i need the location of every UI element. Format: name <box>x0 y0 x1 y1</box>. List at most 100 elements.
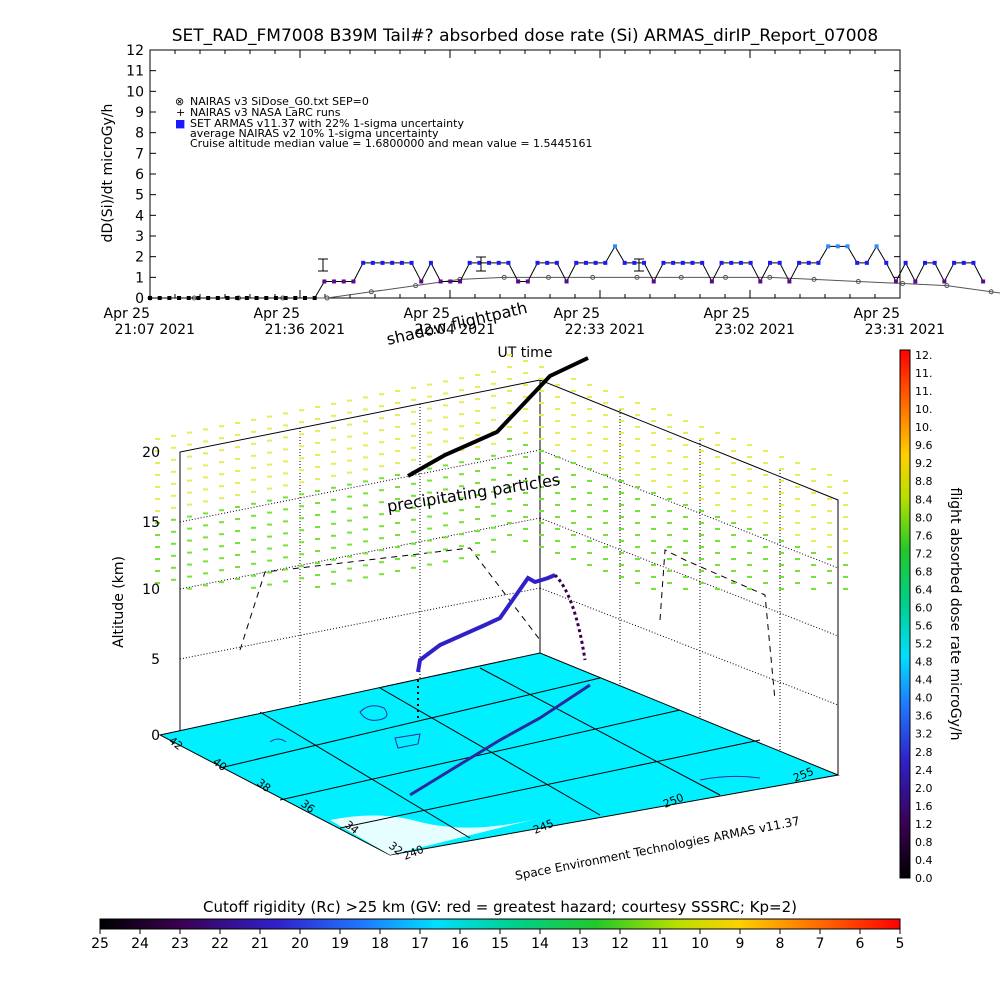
armas-point <box>244 296 249 300</box>
dose-colorbar-tick-label: 4.0 <box>915 692 933 705</box>
armas-point <box>961 260 966 265</box>
error-bar <box>318 258 328 272</box>
armas-point <box>341 279 346 284</box>
dose-colorbar-tick-label: 6.0 <box>915 601 933 614</box>
altitude-tick-label: 20 <box>142 445 160 461</box>
cutoff-colorbar-tick-label: 22 <box>211 936 229 952</box>
armas-point <box>215 296 220 300</box>
nairas-point <box>900 281 906 287</box>
cutoff-colorbar-tick-label: 7 <box>816 936 825 952</box>
armas-point <box>651 279 656 284</box>
dose-colorbar-tick-label: 10. <box>915 403 933 416</box>
armas-point <box>399 260 404 265</box>
wall-projection-right <box>659 549 776 701</box>
dose-colorbar-tick-label: 11. <box>915 367 933 380</box>
armas-line <box>150 245 984 299</box>
cutoff-colorbar-tick-label: 24 <box>131 936 149 952</box>
armas-point <box>864 260 869 265</box>
armas-point <box>419 279 424 284</box>
dose-colorbar-tick-label: 8.8 <box>915 475 933 488</box>
altitude-axis-label: Altitude (km) <box>111 556 127 648</box>
dose-colorbar-bar <box>899 349 911 879</box>
dose-x-tick-label: 23:02 2021 <box>715 322 795 338</box>
armas-point <box>709 279 714 284</box>
dose-y-tick-label: 7 <box>135 146 144 162</box>
dose-colorbar-tick-label: 0.8 <box>915 836 933 849</box>
ocean-region <box>330 815 540 855</box>
dose-colorbar-tick-label: 7.6 <box>915 529 933 542</box>
flight-track-3d <box>416 573 587 720</box>
dose-x-tick-label: 21:36 2021 <box>265 322 345 338</box>
dose-colorbar-tick-label: 5.2 <box>915 638 933 651</box>
armas-point <box>806 260 811 265</box>
ground-shadow-track <box>409 683 591 797</box>
cutoff-colorbar-tick-label: 25 <box>91 936 109 952</box>
dose-colorbar-label: flight absorbed dose rate microGy/h <box>947 488 963 741</box>
dose-colorbar-tick-label: 1.6 <box>915 800 933 813</box>
cutoff-colorbar-tick-label: 17 <box>411 936 429 952</box>
nairas-point <box>368 289 374 295</box>
shadow-flightpath-line <box>407 356 589 478</box>
dose-colorbar-tick-label: 4.8 <box>915 656 933 669</box>
armas-point <box>254 296 259 300</box>
armas-point <box>186 296 191 300</box>
dose-plot-frame <box>149 49 901 299</box>
cutoff-colorbar-tick-label: 8 <box>776 936 785 952</box>
armas-point <box>952 260 957 265</box>
altitude-tick-label: 10 <box>142 582 160 598</box>
dose-y-tick-label: 1 <box>135 270 144 286</box>
precipitating-particles-field <box>155 354 848 590</box>
cutoff-colorbar-tick-label: 11 <box>651 936 669 952</box>
armas-point <box>642 260 647 265</box>
cutoff-colorbar-ticks: 25 24 23 22 21 20 19 18 17 16 15 14 13 12 11 10 9 8 7 6 5 <box>91 929 904 952</box>
dose-y-tick-label: 6 <box>135 167 144 183</box>
nairas-point <box>988 289 994 295</box>
chart-title: SET_RAD_FM7008 B39M Tail#? absorbed dose… <box>172 26 879 46</box>
nairas-point <box>678 274 684 280</box>
armas-point <box>428 260 433 265</box>
armas-point <box>332 279 337 284</box>
dose-colorbar-tick-label: 8.4 <box>915 493 933 506</box>
dose-colorbar-tick-label: 7.2 <box>915 547 933 560</box>
armas-point <box>583 260 588 265</box>
error-bar <box>476 256 486 272</box>
armas-point <box>661 260 666 265</box>
altitude-tick-label: 0 <box>151 728 160 744</box>
dose-y-tick-label: 8 <box>135 126 144 142</box>
dose-y-tick-label: 9 <box>135 105 144 121</box>
legend: ⊗ NAIRAS v3 SiDose_G0.txt SEP=0 + NAIRAS… <box>175 95 593 150</box>
armas-point <box>632 260 637 265</box>
armas-point <box>719 260 724 265</box>
cutoff-colorbar-tick-label: 13 <box>571 936 589 952</box>
cutoff-colorbar-tick-label: 18 <box>371 936 389 952</box>
altitude-tick-label: 5 <box>151 652 160 668</box>
armas-point <box>893 279 898 284</box>
dose-colorbar-tick-label: 2.8 <box>915 746 933 759</box>
dose-colorbar-tick-label: 6.4 <box>915 583 933 596</box>
flight-track-line <box>416 573 556 673</box>
dose-x-tick-label: 22:33 2021 <box>565 322 645 338</box>
armas-point <box>312 296 317 300</box>
legend-marker-larc: + <box>176 106 185 119</box>
legend-item-cruise-stat: Cruise altitude median value = 1.6800000… <box>190 137 593 150</box>
nairas-point <box>501 274 507 280</box>
armas-point <box>826 244 831 249</box>
armas-point <box>370 260 375 265</box>
armas-point <box>845 244 850 249</box>
armas-point <box>690 260 695 265</box>
dose-y-tick-label: 3 <box>135 229 144 245</box>
dose-x-tick-label: 22:04 2021 <box>415 322 495 338</box>
armas-point <box>545 260 550 265</box>
cutoff-colorbar-tick-label: 12 <box>611 936 629 952</box>
nairas-point <box>811 276 817 282</box>
dose-y-tick-label: 4 <box>135 208 144 224</box>
nairas-point <box>413 283 419 289</box>
armas-point <box>196 296 201 300</box>
legend-item-nairas-v2: average NAIRAS v2 10% 1-sigma uncertaint… <box>190 127 439 140</box>
cutoff-colorbar-tick-label: 9 <box>736 936 745 952</box>
armas-point <box>477 260 482 265</box>
armas-point <box>516 279 521 284</box>
